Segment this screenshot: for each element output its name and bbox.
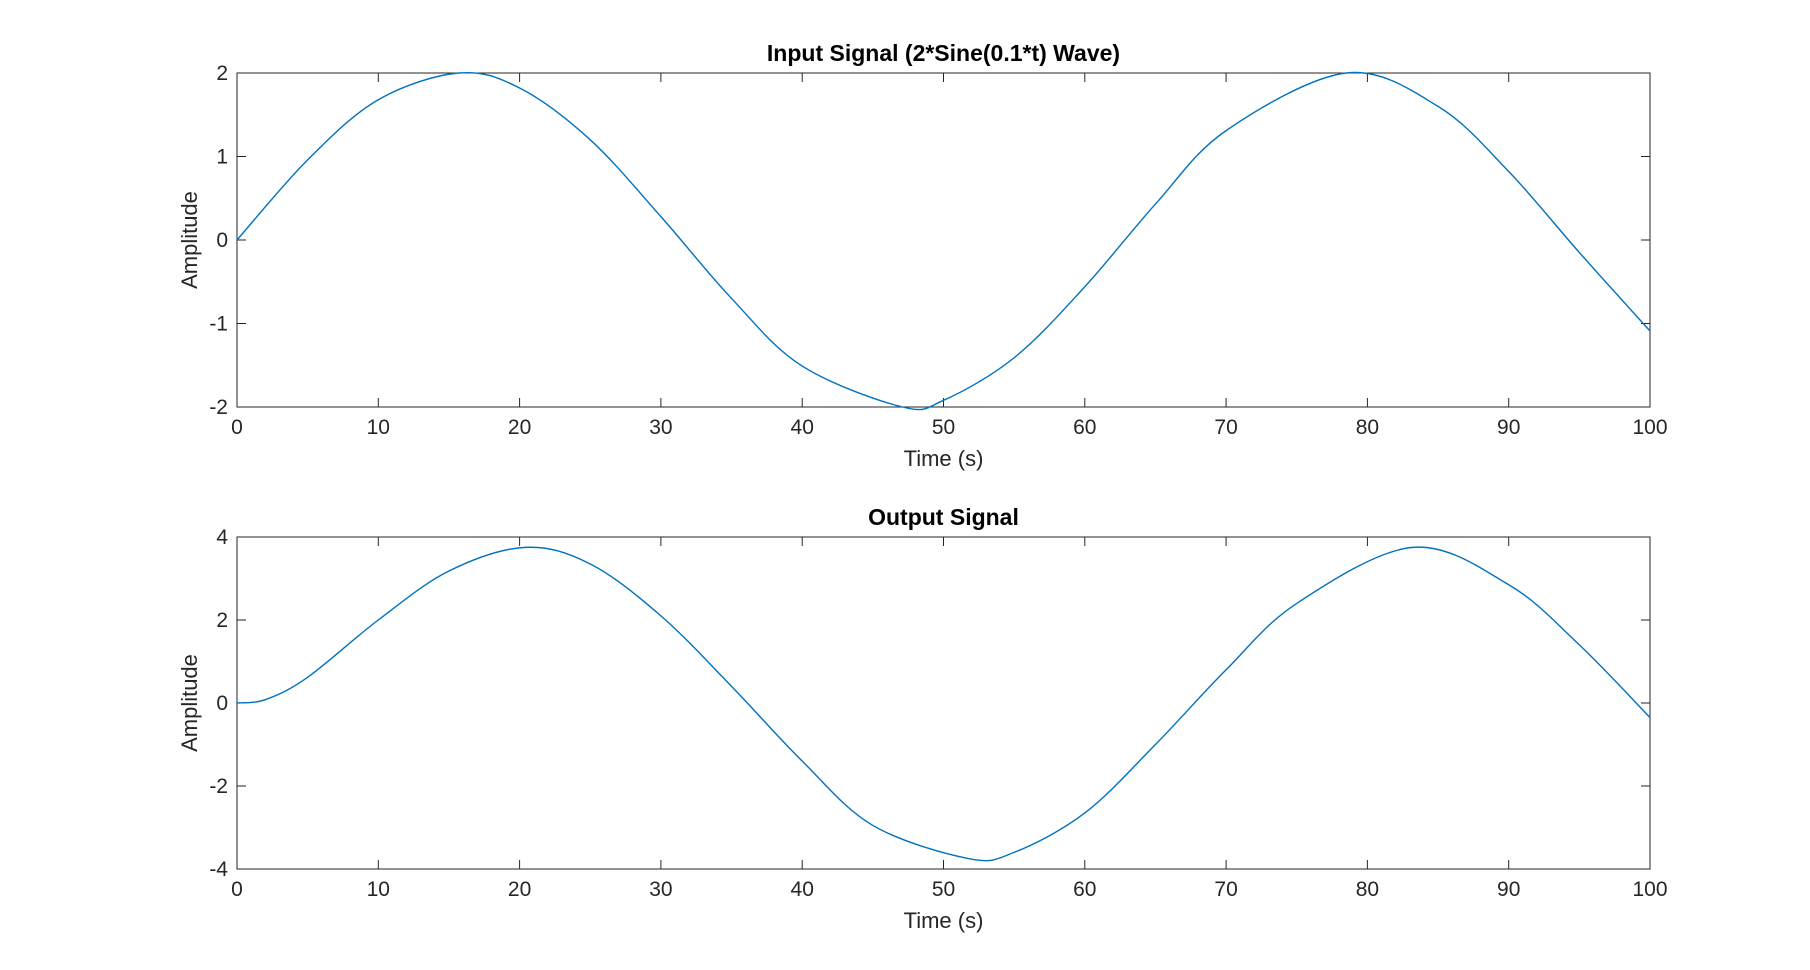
input-y-tick-label: 2 [216,62,228,85]
input-x-tick-label: 30 [649,416,672,439]
output-x-tick-label: 60 [1073,878,1096,901]
input-x-tick-label: 60 [1073,416,1096,439]
output-x-tick-label: 100 [1632,878,1667,901]
output-x-tick-label: 10 [367,878,390,901]
output-x-tick-label: 90 [1497,878,1520,901]
output-y-tick-label: 2 [216,609,228,632]
input-signal-line [236,71,1651,411]
input-x-tick-label: 80 [1356,416,1379,439]
output-y-tick-label: -2 [209,775,228,798]
input-axes-box [236,72,1651,408]
input-x-tick-label: 70 [1214,416,1237,439]
output-y-tick-label: 0 [216,692,228,715]
input-x-tick-label: 0 [231,416,243,439]
output-axes-box [236,536,1651,870]
input-y-tick-label: 1 [216,146,228,169]
input-signal-plot: 0 10 20 30 40 50 60 70 80 90 100 -2 -1 0 1 2 Input Signa… [177,40,1668,471]
input-y-tick-label: -2 [209,396,228,419]
output-x-tick-label: 20 [508,878,531,901]
output-x-tick-label: 40 [791,878,814,901]
output-x-tick-label: 80 [1356,878,1379,901]
output-signal-plot: 0 10 20 30 40 50 60 70 80 90 100 -4 -2 0 2 4 Output Sign… [177,504,1668,933]
input-x-tick-label: 20 [508,416,531,439]
input-chart-title: Input Signal (2*Sine(0.1*t) Wave) [767,40,1120,66]
input-x-tick-label: 40 [791,416,814,439]
input-x-tick-label: 50 [932,416,955,439]
input-y-tick-label: -1 [209,313,228,336]
output-y-tick-label: 4 [216,526,228,549]
input-y-tick-label: 0 [216,229,228,252]
output-y-axis-label: Amplitude [177,654,202,752]
output-x-axis-label: Time (s) [904,908,984,933]
output-signal-line [236,546,1651,862]
output-chart-title: Output Signal [868,504,1019,530]
input-x-axis-label: Time (s) [904,446,984,471]
input-x-tick-label: 90 [1497,416,1520,439]
output-x-tick-label: 70 [1214,878,1237,901]
output-y-tick-label: -4 [209,858,228,881]
output-x-tick-label: 0 [231,878,243,901]
input-y-axis-label: Amplitude [177,191,202,289]
output-x-tick-label: 50 [932,878,955,901]
input-x-tick-label: 100 [1632,416,1667,439]
input-x-tick-label: 10 [367,416,390,439]
output-x-tick-label: 30 [649,878,672,901]
